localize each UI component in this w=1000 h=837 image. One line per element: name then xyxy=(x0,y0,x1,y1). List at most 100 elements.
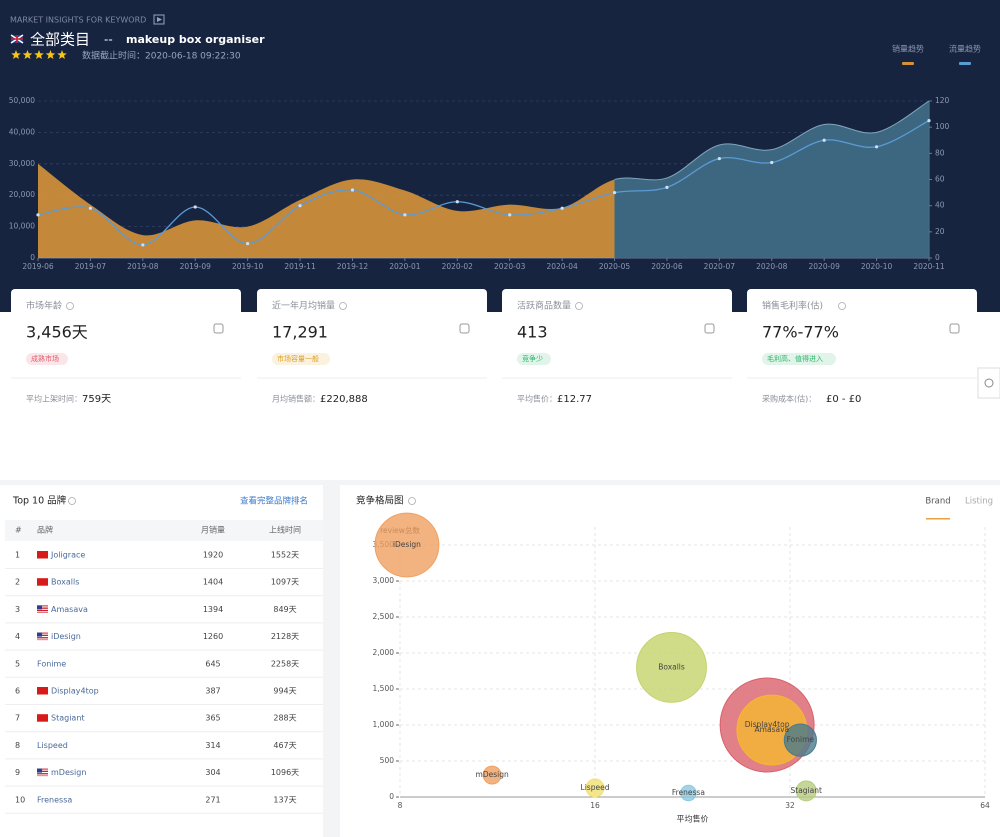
monthly-sales: 271 xyxy=(205,795,220,804)
card-tag-label: 毛利高、值得进入 xyxy=(767,354,823,363)
card-value: 413 xyxy=(517,323,548,342)
y2-tick-label: 120 xyxy=(935,96,950,105)
brand: Stagiant xyxy=(51,714,85,723)
bubble xyxy=(636,631,707,703)
online-time: 2258天 xyxy=(271,659,299,668)
table-panel xyxy=(0,485,323,837)
y-tick-label: 500 xyxy=(380,756,395,765)
monthly-sales: 1404 xyxy=(203,578,223,587)
flag-stripe xyxy=(37,772,48,774)
card-tag-label: 成熟市场 xyxy=(31,354,59,363)
y-tick-label: 50,000 xyxy=(9,96,35,105)
rank: 8 xyxy=(15,741,20,750)
point xyxy=(665,185,669,189)
brand: Amasava xyxy=(51,605,88,614)
y-tick-label: 0 xyxy=(389,792,394,801)
online-time: 849天 xyxy=(273,605,296,614)
rank: 5 xyxy=(15,659,20,668)
x-tick-label: 2020-06 xyxy=(651,262,683,271)
flag-stripe xyxy=(37,769,48,771)
point xyxy=(508,213,512,217)
uk-flag-cross xyxy=(11,35,23,43)
rank: 7 xyxy=(15,714,20,723)
card-tag xyxy=(762,353,836,365)
rank: 3 xyxy=(15,605,20,614)
brand: iDesign xyxy=(51,632,81,641)
share-icon xyxy=(984,378,994,388)
y-tick-label: 1,000 xyxy=(373,720,395,729)
info-icon xyxy=(408,497,416,505)
point xyxy=(141,243,145,247)
point xyxy=(874,145,879,149)
y-tick-label: 2,500 xyxy=(373,612,395,621)
online-time: 137天 xyxy=(273,795,296,804)
point xyxy=(403,213,407,217)
area xyxy=(614,101,929,258)
monthly-sales: 1260 xyxy=(203,632,223,641)
card-title: 市场年龄 xyxy=(26,300,62,312)
point xyxy=(560,206,564,210)
bubble-label: Frenessa xyxy=(672,788,705,797)
star xyxy=(34,50,44,60)
point xyxy=(246,242,250,246)
flag-cn xyxy=(37,551,48,559)
monthly-sales: 1920 xyxy=(203,551,223,560)
share-button[interactable] xyxy=(977,367,1000,399)
flag-canton xyxy=(37,605,42,610)
online-time: 288天 xyxy=(273,714,296,723)
x-tick-label: 2020-08 xyxy=(756,262,788,271)
info-icon xyxy=(575,302,583,310)
kicker: MARKET INSIGHTS FOR KEYWORD xyxy=(10,16,146,25)
info-icon xyxy=(339,302,347,310)
flag-stripe xyxy=(37,633,48,635)
monthly-sales: 314 xyxy=(205,741,220,750)
flag-canton xyxy=(37,632,42,637)
card-value: 3,456天 xyxy=(26,323,88,342)
card-icon xyxy=(704,323,715,334)
timestamp: 数据截止时间：2020-06-18 09:22:30 xyxy=(82,50,241,62)
play-glyph xyxy=(157,17,162,22)
tab-underline xyxy=(926,518,950,520)
rank: 2 xyxy=(15,578,20,587)
x-tick-label: 2020-05 xyxy=(599,262,631,271)
y2-tick-label: 20 xyxy=(935,227,945,236)
bubble-label: Stagiant xyxy=(791,786,822,795)
card-tag xyxy=(517,353,551,365)
bubble-label: mDesign xyxy=(476,770,509,779)
tab[interactable]: Brand xyxy=(925,497,950,507)
y-tick-label: 3,000 xyxy=(373,576,395,585)
flag-stripe xyxy=(37,611,48,613)
legend-label: 销量趋势 xyxy=(892,44,924,54)
play-icon xyxy=(153,14,165,25)
table-header xyxy=(5,520,323,541)
tab[interactable]: Listing xyxy=(965,497,993,507)
x-tick-label: 2019-12 xyxy=(337,262,369,271)
card-footer-value: £0 - £0 xyxy=(826,394,861,405)
x-tick-label: 2020-10 xyxy=(861,262,893,271)
online-time: 994天 xyxy=(273,687,296,696)
brand: Fonime xyxy=(37,659,66,668)
x-tick-label: 2019-11 xyxy=(284,262,316,271)
card-footer-label: 平均上架时间： xyxy=(26,394,82,404)
legend-swatch xyxy=(902,62,914,65)
card-tag xyxy=(26,353,68,365)
rating xyxy=(11,50,67,60)
card-tag-label: 市场容量一般 xyxy=(277,354,319,363)
point xyxy=(455,200,459,204)
x-tick-label: 2020-01 xyxy=(389,262,421,271)
x-tick-label: 2019-10 xyxy=(232,262,264,271)
brand: Lispeed xyxy=(37,741,68,750)
brand: Boxalls xyxy=(51,578,79,587)
card-tag-label: 竞争少 xyxy=(522,354,543,363)
column-header: 上线时间 xyxy=(269,525,301,535)
flag-cn xyxy=(37,687,48,695)
bubble-label: iDesign xyxy=(393,540,421,549)
area-edge xyxy=(614,100,930,181)
flag-stripe xyxy=(37,774,48,776)
table-link[interactable]: 查看完整品牌排名 xyxy=(240,496,308,507)
point xyxy=(298,204,302,208)
star xyxy=(57,50,67,60)
card-footer-value: 759天 xyxy=(82,394,111,405)
point xyxy=(193,205,197,209)
point xyxy=(927,119,931,123)
